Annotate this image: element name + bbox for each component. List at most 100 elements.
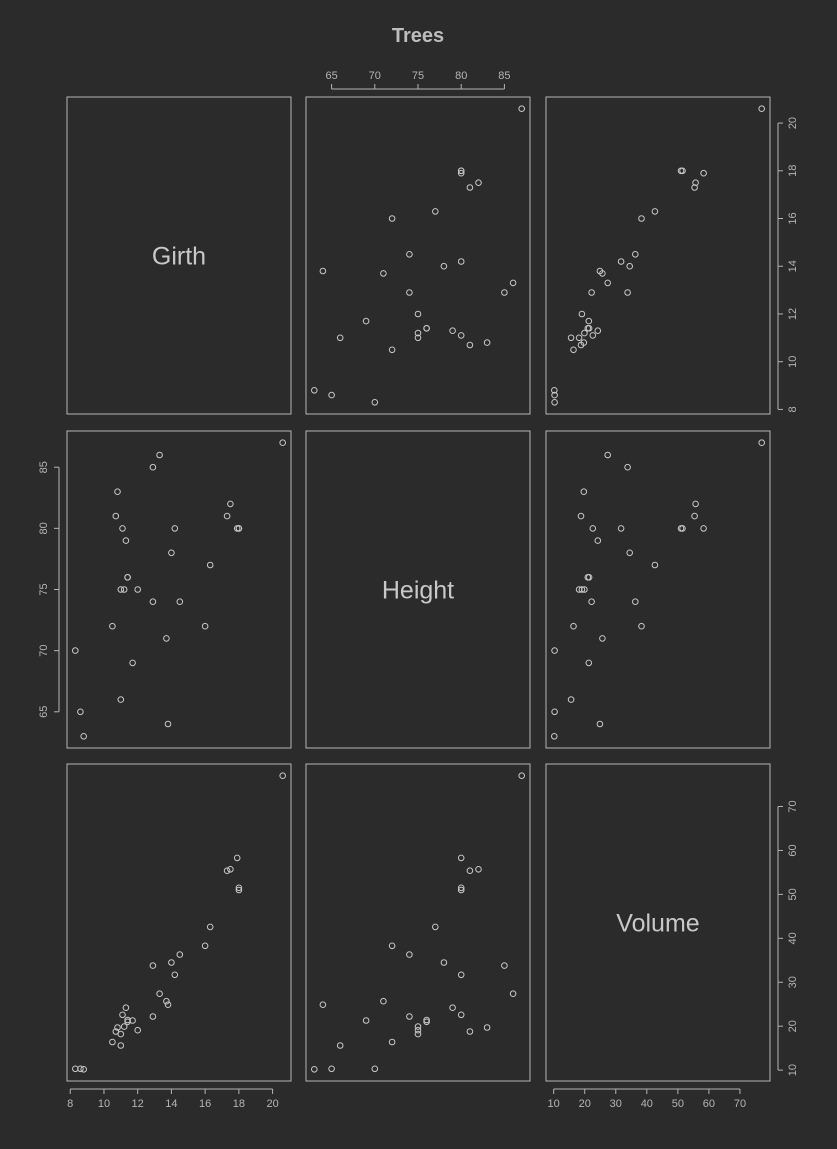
tick-label-height: 80: [38, 522, 50, 534]
point-girth-vs-height: [457, 332, 465, 339]
point-volume-vs-girth: [122, 1004, 130, 1012]
point-height-vs-volume: [624, 463, 631, 471]
panel-volume-volume: [545, 763, 771, 1082]
point-volume-vs-girth: [109, 1038, 116, 1046]
tick-label-height: 70: [38, 645, 50, 657]
point-volume-vs-height: [440, 959, 448, 966]
point-height-vs-girth: [149, 598, 157, 606]
point-height-vs-girth: [119, 525, 126, 532]
point-height-vs-volume: [578, 586, 586, 593]
point-volume-vs-girth: [124, 1016, 131, 1024]
point-volume-vs-girth: [176, 951, 184, 958]
point-height-vs-girth: [223, 512, 231, 520]
point-height-vs-girth: [122, 537, 130, 544]
point-height-vs-girth: [134, 586, 141, 593]
tick-label-girth: 16: [199, 1098, 211, 1110]
point-girth-vs-height: [414, 334, 422, 342]
point-girth-vs-volume: [604, 279, 612, 287]
point-volume-vs-girth: [227, 866, 234, 873]
point-girth-vs-height: [432, 208, 439, 215]
point-height-vs-girth: [114, 488, 121, 496]
tick-label-volume: 70: [734, 1098, 746, 1110]
point-girth-vs-volume: [692, 179, 699, 186]
point-height-vs-volume: [700, 525, 707, 532]
panel-height-girth: [66, 430, 292, 749]
point-volume-vs-girth: [171, 971, 179, 979]
point-girth-vs-volume: [596, 267, 604, 275]
point-volume-vs-height: [457, 1011, 465, 1019]
point-girth-vs-volume: [585, 325, 593, 332]
point-volume-vs-height: [414, 1023, 422, 1030]
point-height-vs-volume: [577, 512, 585, 520]
point-height-vs-volume: [551, 647, 558, 654]
tick-label-girth: 20: [266, 1098, 278, 1110]
point-girth-vs-volume: [677, 167, 685, 175]
point-height-vs-girth: [176, 598, 184, 606]
point-girth-vs-height: [362, 317, 370, 325]
point-girth-vs-height: [449, 327, 456, 335]
point-volume-vs-height: [483, 1024, 491, 1031]
point-height-vs-girth: [120, 586, 128, 593]
point-height-vs-girth: [129, 659, 136, 667]
point-volume-vs-height: [328, 1065, 335, 1073]
point-girth-vs-volume: [638, 215, 645, 222]
point-volume-vs-height: [466, 1028, 474, 1035]
point-height-vs-volume: [585, 659, 593, 667]
diagonal-label-girth: Girth: [152, 243, 206, 271]
point-girth-vs-height: [319, 267, 327, 275]
point-volume-vs-height: [311, 1066, 318, 1073]
tick-label-height: 65: [325, 70, 337, 82]
point-height-vs-girth: [77, 708, 84, 716]
panel-girth-girth: [66, 96, 292, 415]
point-height-vs-girth: [112, 512, 120, 520]
tick-label-height: 70: [369, 70, 381, 82]
point-height-vs-girth: [227, 500, 234, 508]
point-volume-vs-height: [423, 1018, 430, 1026]
point-volume-vs-height: [406, 1013, 413, 1020]
point-volume-vs-girth: [164, 1001, 172, 1009]
tick-label-girth: 20: [787, 117, 799, 129]
point-volume-vs-height: [388, 942, 396, 950]
point-girth-vs-height: [423, 325, 430, 332]
tick-label-volume: 10: [548, 1098, 560, 1110]
tick-label-height: 75: [38, 583, 50, 595]
point-girth-vs-height: [414, 329, 422, 337]
point-girth-vs-height: [483, 339, 491, 346]
tick-label-height: 65: [38, 706, 50, 718]
point-girth-vs-height: [380, 270, 387, 277]
point-girth-vs-height: [466, 341, 474, 349]
point-volume-vs-height: [336, 1042, 344, 1049]
point-height-vs-girth: [109, 622, 116, 630]
point-volume-vs-girth: [168, 959, 175, 966]
point-volume-vs-height: [466, 867, 474, 875]
panel-volume-height: [305, 763, 531, 1082]
point-girth-vs-volume: [624, 289, 631, 296]
tick-label-girth: 10: [787, 356, 799, 368]
point-girth-vs-volume: [617, 258, 625, 265]
point-girth-vs-height: [475, 179, 482, 186]
point-height-vs-volume: [677, 525, 685, 532]
tick-label-volume: 50: [672, 1098, 684, 1110]
point-height-vs-girth: [156, 451, 163, 459]
point-volume-vs-girth: [223, 867, 231, 875]
point-height-vs-volume: [570, 622, 577, 630]
point-girth-vs-height: [501, 289, 508, 296]
point-volume-vs-girth: [120, 1023, 128, 1030]
point-volume-vs-girth: [201, 942, 209, 950]
point-girth-vs-height: [440, 262, 448, 270]
point-height-vs-girth: [279, 439, 287, 447]
tick-label-volume: 20: [579, 1098, 591, 1110]
tick-label-girth: 18: [233, 1098, 245, 1110]
diagonal-label-height: Height: [382, 577, 454, 605]
panel-volume-girth: [66, 763, 292, 1082]
point-volume-vs-height: [362, 1017, 370, 1024]
tick-label-height: 75: [412, 70, 424, 82]
point-volume-vs-girth: [149, 1013, 157, 1020]
point-girth-vs-volume: [691, 184, 698, 191]
point-girth-vs-height: [371, 399, 379, 406]
point-height-vs-volume: [599, 635, 606, 642]
point-height-vs-girth: [117, 586, 125, 593]
point-height-vs-volume: [758, 439, 766, 447]
point-girth-vs-volume: [570, 346, 577, 354]
